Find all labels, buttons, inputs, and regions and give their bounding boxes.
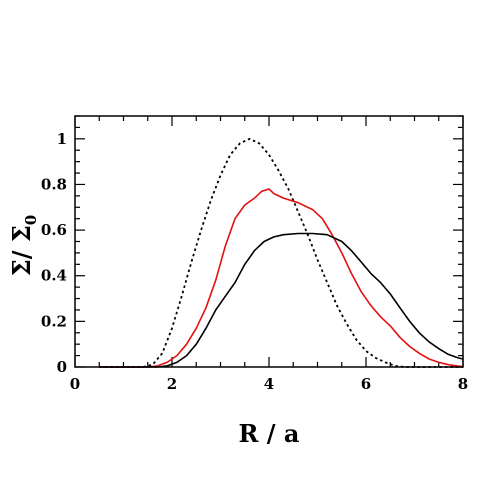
curves <box>99 137 464 368</box>
plot-frame <box>74 115 464 368</box>
x-tick-label: 2 <box>167 375 177 393</box>
y-axis-label-subscript: 0 <box>22 215 40 225</box>
y-tick-label: 1 <box>57 130 67 148</box>
x-tick-label: 0 <box>70 375 80 393</box>
y-axis-label-main: Σ/ Σ <box>7 225 36 276</box>
y-tick-label: 0.4 <box>41 267 67 285</box>
x-axis-label: R / a <box>239 419 300 448</box>
x-tick-label: 8 <box>458 375 468 393</box>
y-tick-label: 0.2 <box>41 312 67 330</box>
x-tick-label: 6 <box>361 375 371 393</box>
y-tick-label: 0.6 <box>41 221 67 239</box>
series-line-1 <box>99 137 463 368</box>
series-line-3 <box>99 232 464 368</box>
y-axis-label: Σ/ Σ0 <box>7 215 40 277</box>
series-line-2 <box>99 188 464 368</box>
y-tick-label: 0.8 <box>41 175 67 193</box>
axis-ticks <box>74 115 464 368</box>
x-tick-label: 4 <box>264 375 274 393</box>
tick-labels: 0 2 4 6 8 0 0.2 0.4 0.6 0.8 1 <box>41 130 468 393</box>
y-tick-label: 0 <box>57 358 67 376</box>
